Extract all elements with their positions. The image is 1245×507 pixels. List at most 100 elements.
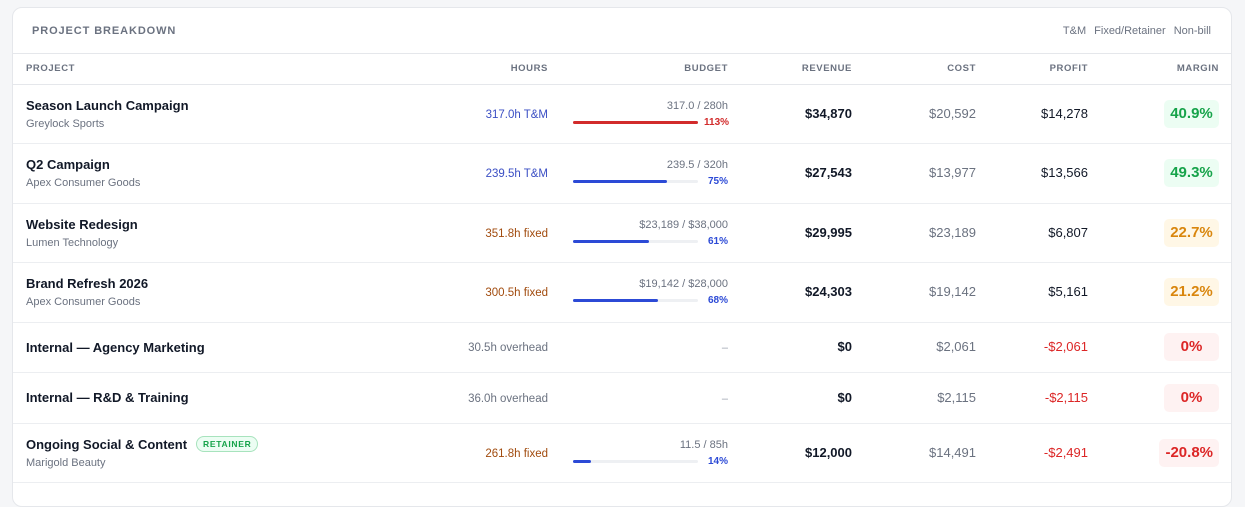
column-header-revenue: REVENUE: [728, 54, 852, 85]
revenue-cell: $27,543: [728, 143, 852, 204]
revenue-cell: $29,995: [728, 203, 852, 263]
budget-cell: 11.5 / 85h 14%: [548, 423, 728, 483]
margin-pill: 21.2%: [1164, 278, 1219, 307]
profit-value: $13,566: [1041, 165, 1088, 181]
budget-fill: [573, 239, 650, 243]
table-header-row: PROJECT HOURS BUDGET REVENUE COST PROFIT…: [13, 54, 1231, 85]
budget-label: $23,189 / $38,000: [639, 218, 728, 231]
cost-cell: $20,592: [852, 84, 976, 144]
table-row[interactable]: Season Launch Campaign Greylock Sports 317…: [13, 84, 1231, 144]
hours-cell: 351.8h fixed: [413, 203, 548, 263]
budget-fill: [573, 299, 658, 303]
budget-track: [573, 120, 698, 124]
hours-value: 300.5h fixed: [485, 287, 548, 300]
profit-cell: -$2,115: [976, 372, 1088, 424]
budget-label: 317.0 / 280h: [666, 99, 728, 112]
budget-empty: –: [721, 392, 728, 405]
revenue-cell: $34,870: [728, 84, 852, 144]
budget-fill: [573, 180, 667, 184]
revenue-value: $12,000: [805, 444, 852, 460]
margin-pill: 49.3%: [1164, 159, 1219, 188]
project-name-text: Ongoing Social & Content: [26, 436, 188, 452]
margin-cell: 22.7%: [1088, 203, 1231, 263]
cost-cell: $13,977: [852, 143, 976, 204]
margin-cell: 21.2%: [1088, 262, 1231, 323]
profit-value: $14,278: [1041, 105, 1088, 121]
cost-value: $14,491: [929, 444, 976, 460]
hours-cell: 239.5h T&M: [413, 143, 548, 204]
hours-value: 36.0h overhead: [468, 392, 548, 405]
legend-item-tm: T&M: [1062, 24, 1087, 37]
budget-track: [573, 239, 698, 243]
table-row[interactable]: Ongoing Social & Content RETAINER Marigold…: [13, 423, 1231, 483]
column-header-hours: HOURS: [413, 54, 548, 85]
retainer-badge: RETAINER: [196, 436, 259, 453]
table-row[interactable]: Brand Refresh 2026 Apex Consumer Goods 300…: [13, 262, 1231, 323]
project-name-text: Q2 Campaign: [26, 157, 110, 173]
project-name: Ongoing Social & Content RETAINER: [26, 436, 413, 453]
budget-track: [573, 299, 698, 303]
budget-label: 239.5 / 320h: [666, 159, 728, 172]
project-cell: Q2 Campaign Apex Consumer Goods: [13, 143, 413, 204]
cost-cell: $2,115: [852, 372, 976, 424]
margin-cell: 0%: [1088, 322, 1231, 373]
margin-cell: 40.9%: [1088, 84, 1231, 144]
profit-value: $5,161: [1048, 284, 1088, 300]
hours-value: 317.0h T&M: [485, 108, 548, 121]
project-client: Lumen Technology: [26, 236, 119, 249]
budget-fill: [573, 120, 698, 124]
revenue-value: $29,995: [805, 224, 852, 240]
project-name-text: Website Redesign: [26, 216, 138, 232]
project-client: Greylock Sports: [26, 117, 105, 130]
budget-percent: 14%: [707, 455, 728, 467]
card-header: PROJECT BREAKDOWN T&M Fixed/Retainer Non…: [13, 8, 1231, 54]
legend-item-fixed-retainer: Fixed/Retainer: [1094, 24, 1166, 37]
cost-value: $13,977: [929, 165, 976, 181]
column-header-margin: MARGIN: [1088, 54, 1231, 85]
table-row[interactable]: Internal — R&D & Training 36.0h overhead –…: [13, 372, 1231, 424]
cost-cell: $23,189: [852, 203, 976, 263]
project-name-text: Brand Refresh 2026: [26, 276, 149, 292]
project-client: Apex Consumer Goods: [26, 177, 141, 190]
budget-progress: 113%: [548, 117, 729, 128]
column-header-project: PROJECT: [13, 54, 413, 85]
cost-value: $23,189: [929, 224, 976, 240]
budget-progress: 75%: [548, 176, 728, 187]
cost-value: $19,142: [929, 284, 976, 300]
budget-label: $19,142 / $28,000: [639, 278, 728, 291]
project-cell: Internal — Agency Marketing: [13, 322, 413, 373]
profit-value: -$2,115: [1044, 389, 1088, 405]
budget-progress: 61%: [548, 236, 728, 247]
project-name-text: Season Launch Campaign: [26, 97, 189, 113]
table-row[interactable]: Q2 Campaign Apex Consumer Goods 239.5h T&M…: [13, 143, 1231, 204]
project-client: Apex Consumer Goods: [26, 296, 141, 309]
table-row[interactable]: Internal — Agency Marketing 30.5h overhea…: [13, 322, 1231, 373]
project-name: Internal — R&D & Training: [26, 390, 413, 405]
hours-cell: 36.0h overhead: [413, 372, 548, 424]
card-title: PROJECT BREAKDOWN: [32, 24, 177, 37]
project-table: PROJECT HOURS BUDGET REVENUE COST PROFIT…: [13, 54, 1231, 483]
revenue-value: $34,870: [805, 105, 852, 121]
budget-cell: 239.5 / 320h 75%: [548, 143, 728, 204]
budget-cell: 317.0 / 280h 113%: [548, 84, 729, 144]
project-breakdown-card: PROJECT BREAKDOWN T&M Fixed/Retainer Non…: [12, 7, 1232, 507]
budget-label: 11.5 / 85h: [679, 438, 728, 451]
margin-pill: 0%: [1164, 383, 1219, 412]
cost-cell: $14,491: [852, 423, 976, 483]
margin-pill: -20.8%: [1159, 438, 1219, 467]
margin-cell: 0%: [1088, 372, 1231, 424]
hours-cell: 30.5h overhead: [413, 322, 548, 373]
budget-cell: –: [548, 322, 728, 373]
project-name-text: Internal — Agency Marketing: [26, 339, 205, 355]
margin-pill: 22.7%: [1164, 218, 1219, 247]
budget-percent: 75%: [707, 176, 728, 188]
column-header-cost: COST: [852, 54, 976, 85]
cost-cell: $19,142: [852, 262, 976, 323]
table-row[interactable]: Website Redesign Lumen Technology 351.8h f…: [13, 203, 1231, 263]
legend: T&M Fixed/Retainer Non-bill: [1063, 25, 1211, 37]
revenue-cell: $24,303: [728, 262, 852, 323]
column-header-budget: BUDGET: [548, 54, 728, 85]
cost-value: $20,592: [929, 105, 976, 121]
profit-cell: -$2,061: [976, 322, 1088, 373]
revenue-cell: $12,000: [728, 423, 852, 483]
